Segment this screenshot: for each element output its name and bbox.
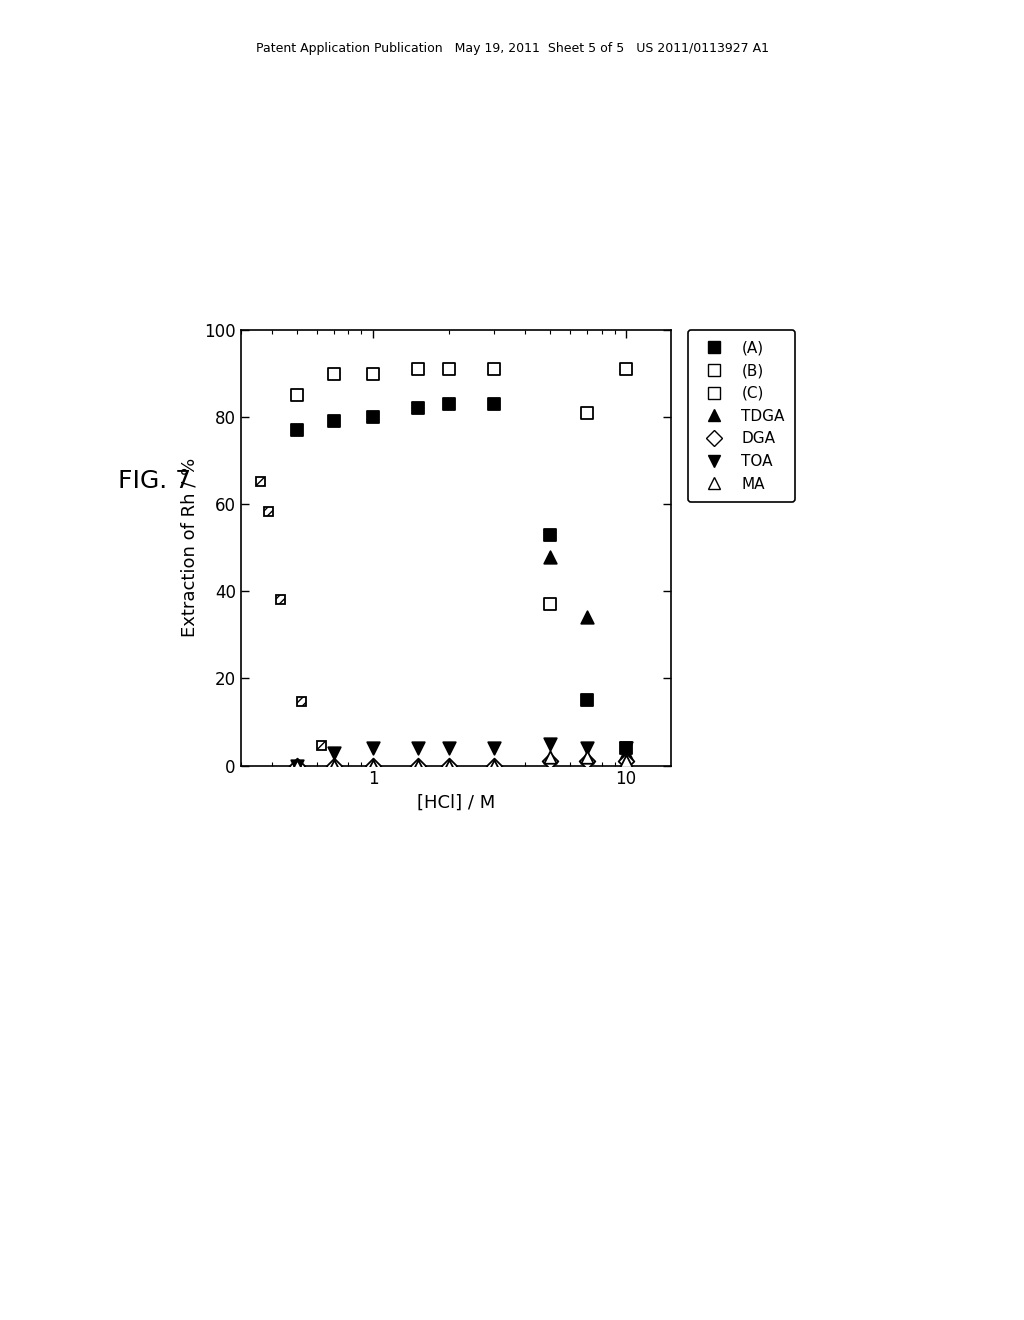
Point: [542, 751, 558, 772]
Point: [289, 420, 305, 441]
Point: [289, 755, 305, 776]
Point: [542, 746, 558, 767]
Bar: [264, 507, 273, 516]
Point: [579, 751, 595, 772]
Bar: [276, 594, 286, 603]
Point: [365, 363, 381, 384]
Point: [441, 755, 458, 776]
Bar: [297, 697, 306, 706]
Point: [485, 738, 502, 759]
Legend: (A), (B), (C), TDGA, DGA, TOA, MA: (A), (B), (C), TDGA, DGA, TOA, MA: [688, 330, 796, 502]
Point: [410, 397, 426, 418]
Point: [542, 734, 558, 755]
Bar: [647, 998, 655, 1007]
Text: Patent Application Publication   May 19, 2011  Sheet 5 of 5   US 2011/0113927 A1: Patent Application Publication May 19, 2…: [256, 42, 768, 55]
Point: [485, 359, 502, 380]
Point: [485, 755, 502, 776]
Point: [617, 742, 634, 763]
Bar: [317, 742, 327, 750]
Point: [326, 755, 342, 776]
Bar: [441, 975, 450, 985]
Point: [410, 738, 426, 759]
Point: [441, 738, 458, 759]
Bar: [523, 998, 532, 1007]
Point: [617, 751, 634, 772]
Point: [579, 403, 595, 424]
Point: [617, 359, 634, 380]
Point: [441, 393, 458, 414]
Point: [485, 393, 502, 414]
Point: [289, 755, 305, 776]
Point: [579, 746, 595, 767]
Point: [326, 363, 342, 384]
Text: FIG. 7: FIG. 7: [118, 469, 190, 492]
Bar: [358, 858, 368, 867]
Point: [410, 755, 426, 776]
Point: [617, 738, 634, 759]
Y-axis label: Extraction of Rh / %: Extraction of Rh / %: [180, 458, 199, 638]
Point: [485, 755, 502, 776]
Point: [326, 755, 342, 776]
Point: [579, 738, 595, 759]
Point: [617, 751, 634, 772]
Point: [410, 359, 426, 380]
Point: [326, 742, 342, 763]
Point: [441, 359, 458, 380]
Point: [617, 738, 634, 759]
Point: [410, 755, 426, 776]
Point: [542, 546, 558, 568]
X-axis label: [HCl] / M: [HCl] / M: [417, 795, 495, 812]
Point: [289, 385, 305, 407]
Bar: [256, 478, 264, 486]
Point: [579, 689, 595, 710]
Point: [365, 755, 381, 776]
Point: [365, 738, 381, 759]
Point: [365, 755, 381, 776]
Point: [365, 407, 381, 428]
Point: [579, 607, 595, 628]
Point: [441, 755, 458, 776]
Point: [326, 411, 342, 432]
Point: [542, 524, 558, 545]
Point: [289, 755, 305, 776]
Point: [542, 594, 558, 615]
